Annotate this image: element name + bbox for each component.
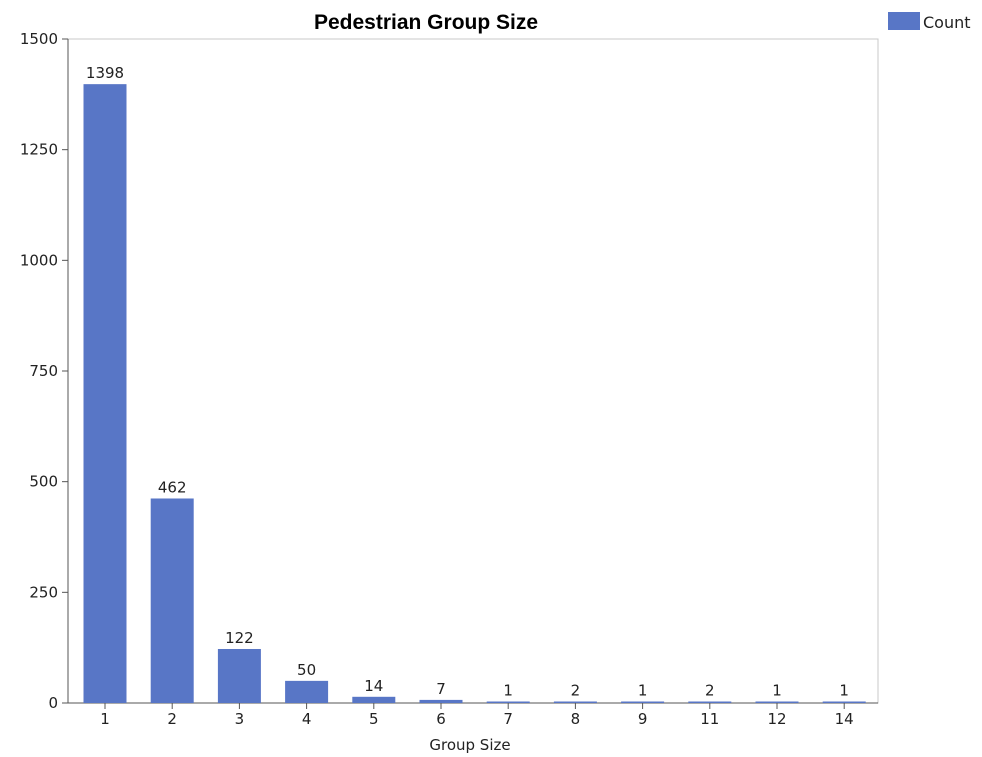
bar[interactable] [419,699,463,703]
bar[interactable] [688,701,732,704]
data-label: 1 [638,682,648,700]
data-label: 14 [364,677,383,695]
x-tick-label: 6 [436,710,446,728]
x-tick-label: 5 [369,710,379,728]
legend-swatch-count [888,12,920,30]
data-label: 50 [297,661,316,679]
legend-label-count: Count [923,13,971,32]
legend[interactable]: Count [888,12,971,32]
data-label: 1 [503,682,513,700]
plot-area [67,38,879,704]
y-axis: 0 250 500 750 1000 1250 1500 [20,30,68,712]
data-label: 7 [436,680,446,698]
x-tick-label: 11 [700,710,719,728]
x-axis: 1 2 3 4 5 6 7 8 9 11 12 14 [100,703,854,728]
chart-title: Pedestrian Group Size [314,11,538,34]
data-label: 2 [571,682,581,700]
bar[interactable] [553,701,597,704]
x-axis-title: Group Size [429,736,510,754]
x-tick-label: 9 [638,710,648,728]
x-tick-label: 1 [100,710,110,728]
data-label: 462 [158,478,187,496]
bar[interactable] [217,648,261,703]
bar[interactable] [822,701,866,704]
bar[interactable] [621,701,665,704]
data-label: 2 [705,682,715,700]
y-tick-label: 750 [29,362,58,380]
data-label: 1398 [86,64,124,82]
x-tick-label: 4 [302,710,312,728]
bar-series: 1398 462 122 50 14 7 1 2 1 2 1 1 [83,64,866,704]
x-tick-label: 8 [571,710,581,728]
x-tick-label: 7 [503,710,513,728]
bar[interactable] [150,498,194,703]
x-tick-label: 14 [835,710,854,728]
bar[interactable] [352,696,396,703]
x-tick-label: 12 [767,710,786,728]
y-tick-label: 0 [48,694,58,712]
y-tick-label: 1250 [20,141,58,159]
x-tick-label: 2 [167,710,177,728]
y-tick-label: 1500 [20,30,58,48]
y-tick-label: 500 [29,473,58,491]
data-label: 1 [772,682,782,700]
data-label: 122 [225,629,254,647]
bar[interactable] [486,701,530,704]
bar[interactable] [83,84,127,704]
bar[interactable] [755,701,799,704]
y-tick-label: 1000 [20,251,58,269]
y-tick-label: 250 [29,583,58,601]
data-label: 1 [839,682,849,700]
bar[interactable] [285,680,329,703]
x-tick-label: 3 [235,710,245,728]
